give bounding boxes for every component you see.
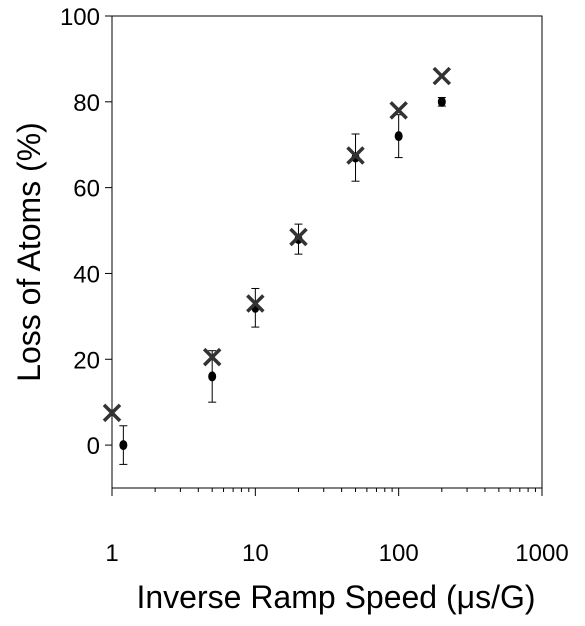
axis-ticks <box>105 15 543 496</box>
dot-series <box>119 96 446 451</box>
cross-point <box>202 347 222 367</box>
dot-point <box>437 96 446 107</box>
cross-stroke <box>202 347 222 367</box>
cross-point <box>346 146 365 165</box>
cross-point <box>389 101 408 120</box>
cross-stroke <box>346 146 365 165</box>
cross-point <box>432 66 452 86</box>
y-tick-label: 100 <box>60 4 100 31</box>
x-tick-label: 10 <box>242 540 269 567</box>
cross-point <box>102 403 122 423</box>
axis-tick-labels: 0 20 40 60 80 100 1 10 100 1000 <box>60 4 569 567</box>
cross-series <box>102 66 452 423</box>
y-tick-label: 80 <box>73 90 100 117</box>
dot-point <box>119 440 128 451</box>
y-tick-label: 20 <box>73 347 100 374</box>
y-tick-label: 40 <box>73 261 100 288</box>
y-axis-title: Loss of Atoms (%) <box>11 122 47 382</box>
cross-point <box>246 294 265 313</box>
dot-point <box>208 371 217 382</box>
plot-frame <box>111 15 543 489</box>
x-tick-label: 1 <box>105 540 118 567</box>
cross-stroke <box>432 66 452 86</box>
x-tick-label: 1000 <box>515 540 568 567</box>
cross-point <box>289 227 308 247</box>
cross-stroke <box>102 403 122 423</box>
dot-point <box>394 131 403 142</box>
cross-stroke <box>246 294 265 313</box>
cross-stroke <box>389 101 408 120</box>
x-tick-label: 100 <box>379 540 419 567</box>
y-tick-label: 60 <box>73 176 100 203</box>
y-tick-label: 0 <box>87 433 100 460</box>
error-bars <box>119 97 446 465</box>
cross-stroke <box>289 227 308 247</box>
x-axis-title: Inverse Ramp Speed (μs/G) <box>136 579 535 615</box>
